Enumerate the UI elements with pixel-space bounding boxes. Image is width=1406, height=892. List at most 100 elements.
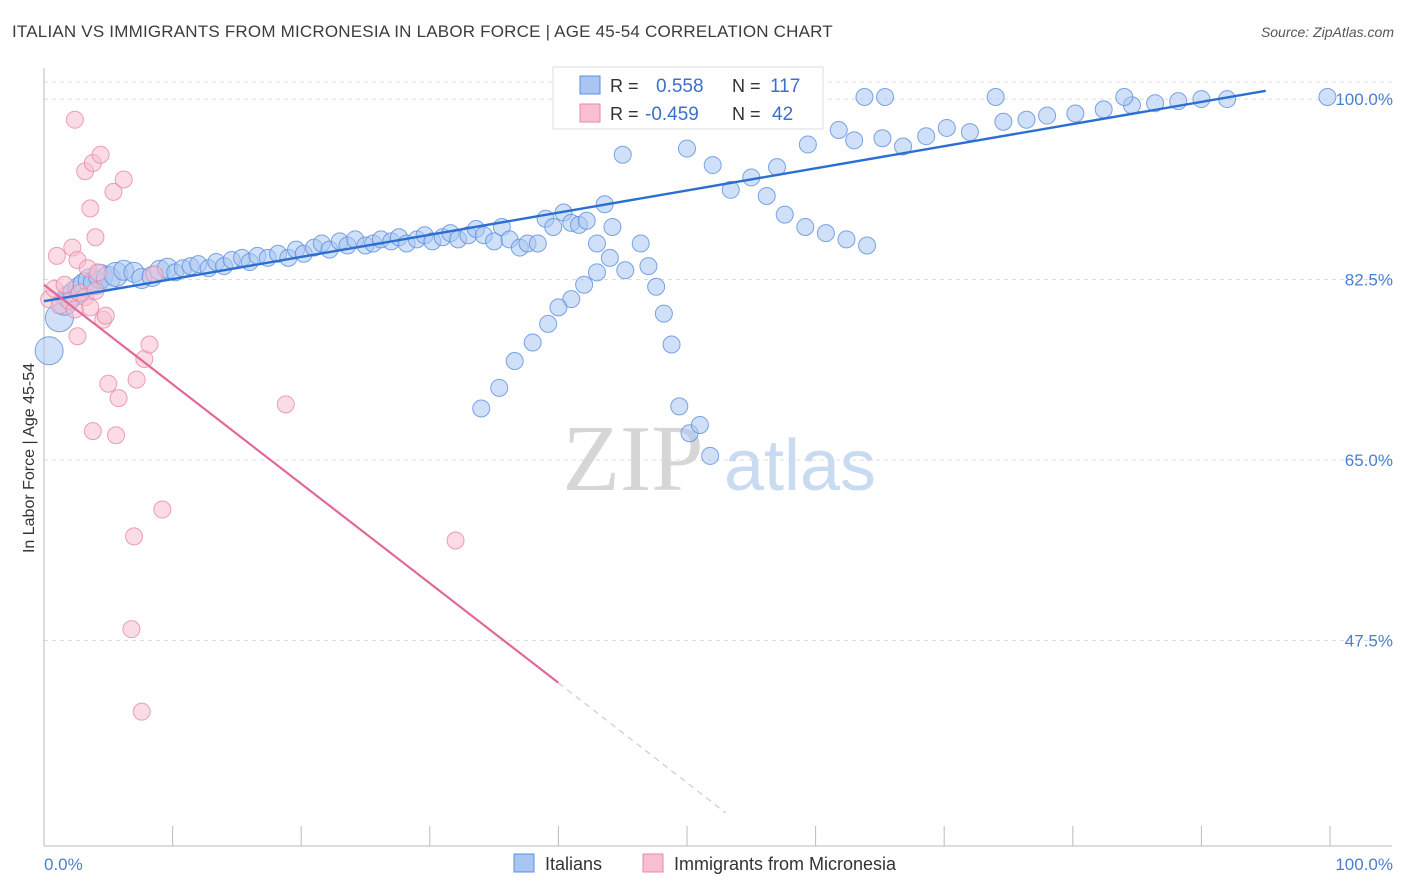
italians-points (34, 88, 1337, 465)
stats-r-label-italians: R = (610, 76, 639, 96)
italians-point (855, 88, 874, 107)
italians-point (816, 224, 835, 243)
y-tick-label: 100.0% (1335, 90, 1393, 109)
italians-point (757, 187, 776, 206)
micronesia-point (91, 145, 110, 164)
italians-point (1146, 94, 1165, 113)
italians-point (894, 137, 913, 156)
italians-point (1066, 104, 1085, 123)
italians-point (1094, 100, 1113, 119)
italians-point (994, 112, 1013, 131)
italians-trend-line (43, 89, 1266, 303)
italians-point (775, 205, 794, 224)
italians-point (701, 446, 720, 465)
italians-point (678, 139, 696, 158)
italians-point (603, 217, 622, 236)
italians-point (34, 336, 64, 366)
italians-point (616, 261, 635, 280)
micronesia-point (96, 306, 115, 325)
micronesia-point (153, 500, 172, 519)
micronesia-trend-line (43, 283, 560, 684)
italians-point (917, 127, 936, 146)
italians-point (562, 290, 581, 309)
italians-point (1318, 88, 1337, 107)
stats-n-label-micronesia: N = (732, 104, 761, 124)
italians-point (575, 275, 594, 294)
italians-point (528, 234, 547, 253)
legend-swatch-italians (513, 853, 535, 873)
y-tick-label: 82.5% (1345, 271, 1393, 290)
micronesia-point (68, 327, 87, 346)
italians-point (490, 378, 509, 397)
italians-point (858, 236, 877, 255)
italians-point (937, 118, 956, 137)
italians-point (796, 217, 815, 236)
micronesia-point (446, 531, 465, 550)
italians-point (798, 135, 817, 154)
italians-point (873, 129, 892, 148)
y-tick-label: 47.5% (1345, 632, 1393, 651)
source-label: Source: ZipAtlas.com (1260, 24, 1394, 40)
micronesia-point (47, 246, 66, 265)
italians-point (876, 88, 895, 107)
italians-point (721, 180, 740, 199)
italians-point (639, 257, 658, 276)
micronesia-point (104, 182, 123, 201)
stats-r-label-micronesia: R = (610, 104, 639, 124)
italians-point (690, 415, 709, 434)
italians-point (670, 397, 689, 416)
micronesia-point (127, 370, 146, 389)
micronesia-point (109, 389, 128, 408)
micronesia-point (81, 298, 100, 317)
stats-r-value-italians: 0.558 (656, 76, 704, 97)
y-axis-title: In Labor Force | Age 45-54 (21, 363, 38, 553)
y-tick-label: 65.0% (1345, 451, 1393, 470)
italians-point (1038, 106, 1057, 125)
italians-point (986, 88, 1005, 107)
italians-point (523, 333, 542, 352)
micronesia-point (83, 422, 102, 441)
micronesia-point (132, 702, 151, 721)
italians-point (1192, 90, 1211, 109)
italians-point (472, 399, 491, 418)
y-tick-labels: 47.5% 65.0% 82.5% 100.0% (1335, 90, 1393, 650)
micronesia-point (81, 199, 100, 218)
micronesia-point (122, 620, 141, 639)
italians-point (587, 234, 606, 253)
italians-point (829, 121, 848, 140)
stats-swatch-italians (579, 75, 601, 95)
x-tick-label: 100.0% (1335, 855, 1393, 874)
watermark: ZIP atlas (563, 407, 877, 511)
micronesia-point (55, 275, 74, 294)
chart-title: ITALIAN VS IMMIGRANTS FROM MICRONESIA IN… (12, 22, 833, 41)
micronesia-point (65, 110, 84, 129)
italians-point (549, 298, 568, 317)
stats-r-value-micronesia: -0.459 (645, 104, 699, 125)
micronesia-point (89, 263, 108, 282)
stats-swatch-micronesia (579, 103, 601, 123)
italians-point (662, 335, 681, 354)
stats-n-value-micronesia: 42 (772, 104, 793, 125)
trend-lines (43, 89, 1266, 814)
italians-point (600, 248, 619, 267)
micronesia-points (40, 110, 465, 721)
series-legend: Italians Immigrants from Micronesia (513, 853, 897, 874)
italians-point (960, 123, 979, 142)
italians-point (845, 131, 864, 150)
micronesia-point (86, 228, 105, 247)
italians-point (613, 145, 632, 164)
micronesia-trend-extension (558, 682, 726, 814)
axes (43, 68, 1392, 847)
stats-n-label-italians: N = (732, 76, 761, 96)
legend-label-micronesia: Immigrants from Micronesia (674, 854, 897, 874)
italians-point (703, 156, 722, 175)
legend-label-italians: Italians (545, 854, 602, 874)
italians-point (587, 263, 606, 282)
stats-n-value-italians: 117 (770, 76, 800, 97)
italians-point (1017, 110, 1036, 129)
micronesia-point (107, 426, 126, 445)
italians-point (1115, 88, 1134, 107)
italians-point (577, 211, 596, 230)
micronesia-point (99, 374, 118, 393)
italians-point (539, 314, 558, 333)
